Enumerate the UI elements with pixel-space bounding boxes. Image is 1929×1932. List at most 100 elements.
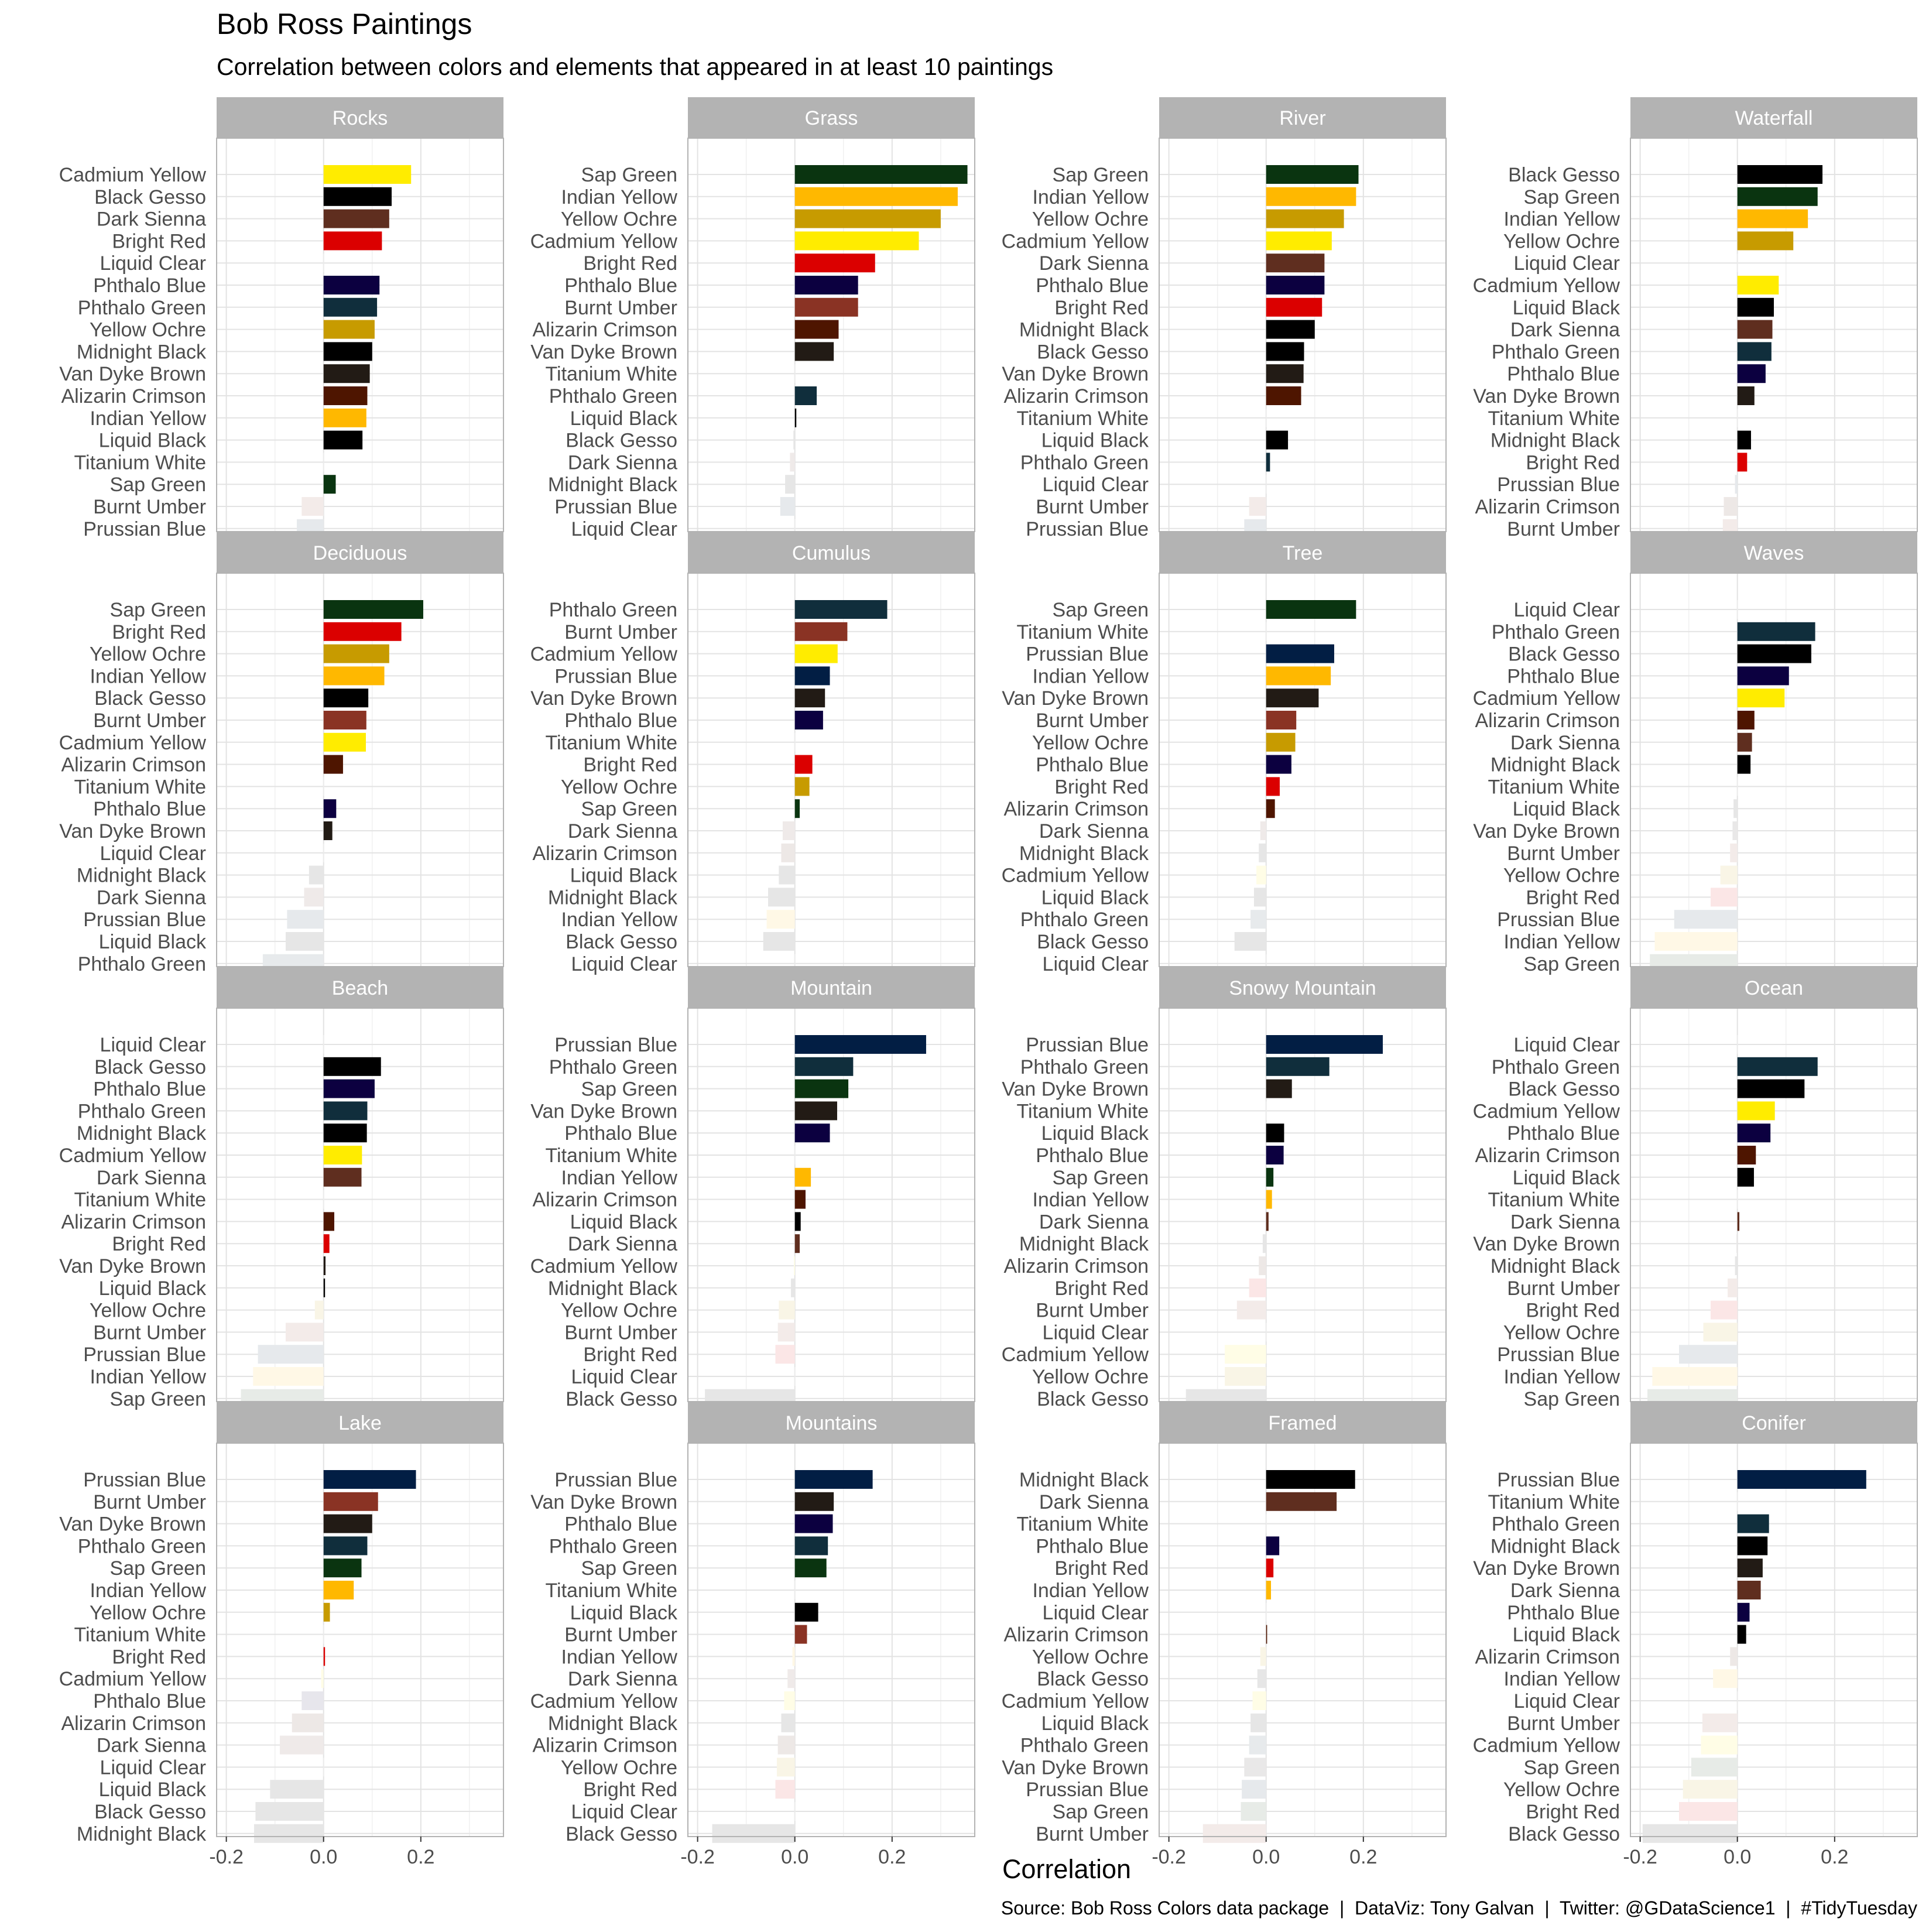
- bar: [1266, 1035, 1383, 1054]
- bar: [323, 1536, 368, 1556]
- facet-strip: [1630, 97, 1917, 138]
- y-tick-label: Burnt Umber: [1036, 710, 1149, 732]
- y-tick-label: Van Dyke Brown: [530, 687, 677, 710]
- y-tick-label: Midnight Black: [548, 1712, 678, 1735]
- y-tick-label: Black Gesso: [1508, 164, 1620, 186]
- facet-strip: [217, 97, 503, 138]
- y-tick-label: Van Dyke Brown: [1002, 1078, 1149, 1101]
- y-tick-label: Midnight Black: [1019, 842, 1149, 865]
- y-tick-label: Alizarin Crimson: [1475, 496, 1620, 518]
- bar: [1737, 165, 1823, 184]
- bar: [1266, 666, 1331, 686]
- bar: [1266, 1190, 1272, 1209]
- y-tick-label: Dark Sienna: [1510, 319, 1620, 341]
- bar: [1737, 1602, 1750, 1622]
- bar: [1266, 622, 1267, 641]
- bar: [279, 1735, 324, 1755]
- y-tick-label: Alizarin Crimson: [533, 1189, 678, 1211]
- y-tick-label: Cadmium Yellow: [59, 1668, 207, 1690]
- facet-strip-label: Lake: [338, 1412, 382, 1434]
- y-tick-label: Indian Yellow: [1503, 208, 1620, 231]
- y-tick-label: Liquid Black: [1513, 1624, 1620, 1646]
- y-tick-label: Liquid Clear: [1043, 1321, 1149, 1344]
- y-tick-label: Phthalo Blue: [1507, 363, 1620, 385]
- bar: [1242, 1780, 1266, 1799]
- x-axis-label: Correlation: [1002, 1854, 1131, 1884]
- facet-strip-label: Deciduous: [313, 542, 407, 564]
- facet-strip-label: Waves: [1744, 542, 1804, 564]
- bar: [1260, 821, 1266, 840]
- bar: [794, 732, 796, 752]
- bar: [323, 732, 366, 752]
- bar: [1737, 364, 1766, 383]
- bar: [1737, 1167, 1754, 1187]
- bar: [794, 1625, 807, 1644]
- y-tick-label: Liquid Black: [1041, 1712, 1149, 1735]
- y-tick-label: Cadmium Yellow: [1473, 1100, 1620, 1122]
- y-tick-label: Liquid Clear: [1514, 1690, 1620, 1712]
- y-tick-label: Liquid Clear: [100, 252, 206, 275]
- y-tick-label: Bright Red: [1526, 1801, 1620, 1823]
- y-tick-label: Prussian Blue: [1026, 1034, 1149, 1056]
- bar: [1730, 843, 1738, 862]
- y-tick-label: Bright Red: [583, 1344, 677, 1366]
- bar: [1737, 430, 1751, 450]
- bar: [794, 209, 941, 228]
- y-tick-label: Dark Sienna: [97, 1167, 206, 1189]
- bar: [1266, 1212, 1269, 1231]
- y-tick-label: Prussian Blue: [1026, 643, 1149, 666]
- y-tick-label: Cadmium Yellow: [1002, 1690, 1149, 1712]
- bar: [1737, 1057, 1818, 1076]
- bar: [776, 1758, 795, 1777]
- y-tick-label: Phthalo Blue: [93, 798, 206, 820]
- bar: [1737, 1101, 1775, 1121]
- bar: [323, 364, 370, 383]
- y-tick-label: Bright Red: [583, 1779, 677, 1801]
- y-tick-label: Titanium White: [1017, 407, 1149, 430]
- y-tick-label: Phthalo Green: [1020, 451, 1149, 474]
- y-tick-label: Van Dyke Brown: [1473, 820, 1620, 842]
- bar: [323, 408, 366, 427]
- bar: [780, 497, 795, 516]
- y-tick-label: Burnt Umber: [93, 1321, 206, 1344]
- facet-strip: [1630, 967, 1917, 1008]
- facet-strip: [688, 1402, 975, 1443]
- y-tick-label: Alizarin Crimson: [61, 1211, 207, 1233]
- y-tick-label: Midnight Black: [1491, 1255, 1620, 1277]
- bar: [323, 320, 375, 339]
- bar: [794, 1079, 849, 1098]
- bar: [781, 843, 795, 862]
- y-tick-label: Burnt Umber: [1507, 842, 1620, 865]
- y-tick-label: Black Gesso: [94, 186, 206, 208]
- bar: [1250, 910, 1266, 929]
- bar: [787, 1669, 795, 1688]
- x-tick-label: 0.2: [407, 1846, 434, 1868]
- y-tick-label: Yellow Ochre: [561, 1756, 677, 1779]
- y-tick-label: Indian Yellow: [561, 1167, 677, 1189]
- bar: [794, 799, 800, 818]
- y-tick-label: Burnt Umber: [93, 496, 206, 518]
- y-tick-label: Yellow Ochre: [561, 208, 677, 231]
- bar: [794, 1212, 801, 1231]
- y-tick-label: Bright Red: [1054, 1277, 1149, 1300]
- bar: [777, 1323, 795, 1342]
- y-tick-label: Prussian Blue: [1497, 909, 1620, 931]
- bar: [1737, 711, 1755, 729]
- y-tick-label: Cadmium Yellow: [530, 643, 678, 666]
- bar: [794, 1492, 834, 1511]
- panel-background: [1630, 1443, 1917, 1837]
- bar: [323, 821, 333, 840]
- y-tick-label: Dark Sienna: [1039, 1211, 1149, 1233]
- bar: [790, 453, 795, 472]
- y-tick-label: Titanium White: [74, 776, 206, 798]
- y-tick-label: Burnt Umber: [564, 1321, 677, 1344]
- y-tick-label: Burnt Umber: [564, 297, 677, 319]
- bar: [1737, 1079, 1805, 1098]
